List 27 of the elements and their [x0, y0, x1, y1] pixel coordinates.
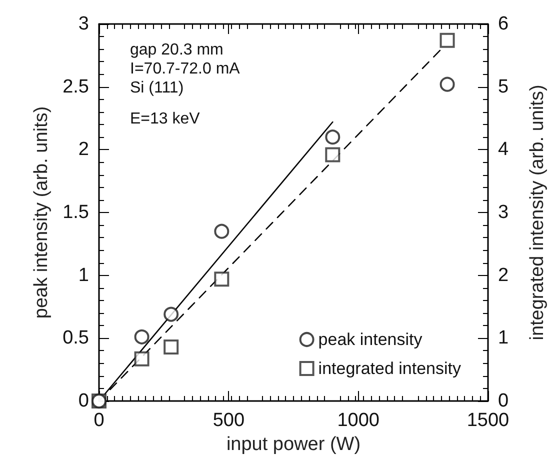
annotation: gap 20.3 mm: [130, 42, 224, 58]
y2-tick-label: 4: [498, 139, 509, 160]
y2-tick-label: 3: [498, 202, 509, 223]
y-axis-title: peak intensity (arb. units): [31, 106, 52, 319]
y2-axis-title: integrated intensity (arb. units): [527, 84, 548, 340]
y2-tick-label: 0: [498, 390, 509, 412]
y2-tick-label: 1: [498, 328, 509, 349]
y-tick-label: 2: [78, 139, 89, 160]
x-tick-label: 500: [212, 410, 245, 431]
x-tick-label: 0: [94, 410, 104, 431]
y-tick-label: 0.5: [62, 328, 89, 349]
annotation: I=70.7-72.0 mA: [130, 60, 240, 78]
y2-tick-label: 5: [498, 76, 509, 98]
y-tick-label: 2.5: [62, 76, 89, 98]
legend-label: integrated intensity: [318, 359, 462, 378]
y-tick-label: 1: [78, 264, 89, 286]
y-tick-label: 3: [78, 14, 89, 34]
y2-tick-label: 6: [498, 14, 509, 34]
legend-label: peak intensity: [318, 330, 423, 349]
y-tick-label: 1.5: [62, 202, 89, 223]
y2-tick-label: 2: [498, 264, 509, 286]
x-axis-title: input power (W): [226, 434, 361, 455]
x-tick-label: 1000: [337, 410, 380, 431]
y-tick-label: 0: [78, 390, 89, 412]
x-tick-label: 1500: [466, 410, 510, 431]
annotation: E=13 keV: [130, 110, 200, 128]
annotation: Si (111): [130, 80, 184, 96]
